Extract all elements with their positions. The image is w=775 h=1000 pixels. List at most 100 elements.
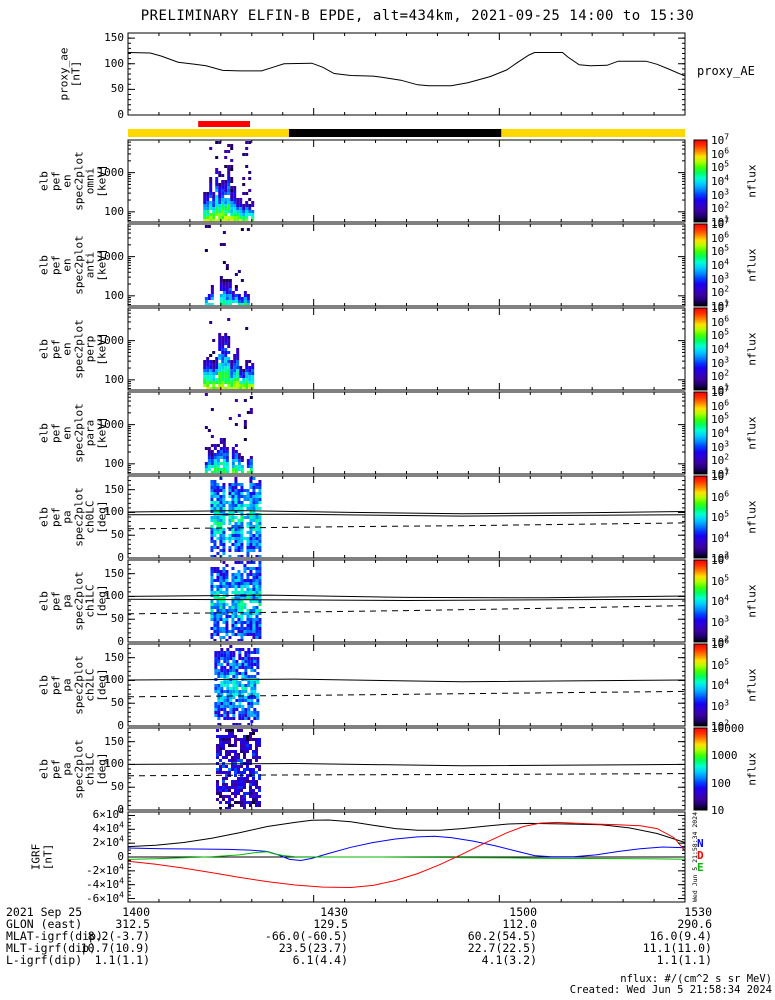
panel-ylabel-en_omni: spec2plot <box>72 151 85 211</box>
spectrogram-pa_ch2 <box>214 645 260 725</box>
colorbar-title-en_para: nflux <box>745 416 759 450</box>
created-timestamp: Created: Wed Jun 5 21:58:34 2024 <box>569 984 772 996</box>
panel-ylabel-pa_ch2: spec2plot <box>72 655 85 715</box>
y-tick-label: 0 <box>117 719 124 732</box>
panel-ylabel-en_omni: elb <box>37 171 51 191</box>
y-tick-label: 6×104 <box>92 806 124 822</box>
panel-ylabel-pa_ch2: elb <box>37 675 51 695</box>
plot-title: PRELIMINARY ELFIN-B EPDE, alt=434km, 202… <box>140 8 695 24</box>
colorbar-title-en_anti: nflux <box>745 248 759 282</box>
panel-ylabel-pa_ch1: pa <box>60 594 74 608</box>
y-tick-label: 1000 <box>97 333 125 347</box>
colorbar-tick-label: 102 <box>711 634 730 649</box>
colorbar-title-pa_ch3: nflux <box>745 752 759 786</box>
footer-value: 1.1(1.1) <box>656 953 712 967</box>
footer-value: 4.1(3.2) <box>481 953 537 967</box>
footer-value: 290.6 <box>677 917 712 931</box>
colorbar-tick-label: 10 <box>711 804 725 817</box>
y-tick-label: 150 <box>104 734 124 748</box>
colorbar-tick-label: 106 <box>711 636 730 651</box>
panel-ylabel-pa_ch1: [deg] <box>95 584 108 618</box>
y-tick-label: 100 <box>104 372 124 386</box>
losscone-line-pa_ch1-2 <box>127 605 686 615</box>
panel-ylabel-pa_ch3: pa <box>60 762 74 776</box>
y-tick-label: 150 <box>104 566 124 580</box>
y-tick-label: 4×104 <box>92 820 124 836</box>
colorbar-tick-label: 101 <box>711 382 730 397</box>
panel-ylabel-en_perp: [keV] <box>95 332 108 366</box>
panel-ylabel-en_omni: en <box>60 174 74 188</box>
panel-ylabel-en_para: pef <box>49 423 62 443</box>
y-tick-label: 100 <box>104 673 124 687</box>
y-tick-label: 100 <box>104 757 124 771</box>
colorbar-tick-label: 106 <box>711 552 730 567</box>
footer-value: 22.7(22.5) <box>467 941 537 955</box>
footer-value: 10.7(10.9) <box>80 941 150 955</box>
footer-row-label: 2021 Sep 25 <box>6 905 83 919</box>
y-tick-label: 1000 <box>97 165 125 179</box>
colorbar-tick-label: 106 <box>711 398 730 413</box>
panel-ylabel-en_anti: spec2plot <box>72 235 85 295</box>
panel-ylabel-pa_ch2: ch2LC <box>83 668 97 702</box>
colorbar-tick-label: 107 <box>711 468 730 483</box>
panel-border-proxy_ae <box>127 32 686 116</box>
panel-ylabel-en_omni: [keV] <box>95 164 108 198</box>
colorbar-tick-label: 105 <box>711 243 730 259</box>
footer-value: 8.2(-3.7) <box>87 929 150 943</box>
footer-value: 1430 <box>320 905 348 919</box>
colorbar-tick-label: 104 <box>711 425 730 440</box>
losscone-line-pa_ch2-1 <box>127 690 686 698</box>
colorbar-tick-label: 105 <box>711 411 730 427</box>
panel-ylabel-pa_ch2: [deg] <box>95 668 108 702</box>
series-N <box>127 835 686 862</box>
colorbar-tick-label: 105 <box>711 572 730 588</box>
panel-ylabel-en_perp: pef <box>49 339 62 359</box>
colorbar-tick-label: 101 <box>711 214 730 229</box>
footer-value: 129.5 <box>313 917 348 931</box>
colorbar-tick-label: 101 <box>711 298 730 313</box>
right-label-proxy_ae: proxy_AE <box>697 64 755 78</box>
y-tick-label: 150 <box>104 31 124 45</box>
y-tick-label: -6×104 <box>86 889 124 905</box>
colorbar-tick-label: 107 <box>711 300 730 315</box>
panel-ylabel-pa_ch3: [deg] <box>95 752 108 786</box>
y-tick-label: 0 <box>117 551 124 564</box>
panel-ylabel-igrf: [nT] <box>41 843 54 871</box>
panel-ylabel-pa_ch3: spec2plot <box>72 739 85 799</box>
footer-row-label: MLT-igrf(dip) <box>6 941 97 955</box>
epoch-bar-red <box>198 121 250 127</box>
y-tick-label: 50 <box>110 780 124 794</box>
losscone-line-pa_ch3-0 <box>127 762 686 767</box>
panel-ylabel-pa_ch2: pa <box>60 678 74 692</box>
series-D <box>127 821 686 889</box>
spectrogram-en_para <box>204 393 253 473</box>
panel-ylabel-en_para: para <box>83 419 97 447</box>
panel-ylabel-en_anti: elb <box>37 255 51 275</box>
colorbar-title-pa_ch0: nflux <box>745 500 759 534</box>
footer-value: 60.2(54.5) <box>467 929 537 943</box>
colorbar-tick-label: 103 <box>711 355 730 370</box>
losscone-line-pa_ch0-1 <box>127 513 686 517</box>
colorbar-tick-label: 105 <box>711 656 730 672</box>
y-tick-label: 100 <box>104 56 124 70</box>
igrf-legend-D: D <box>697 849 704 862</box>
y-tick-label: 0 <box>117 635 124 648</box>
footer-value: 11.1(11.0) <box>642 941 712 955</box>
colorbar-tick-label: 100 <box>711 776 731 790</box>
panel-ylabel-pa_ch3: elb <box>37 759 51 779</box>
y-tick-label: 2×104 <box>92 834 124 850</box>
y-tick-label: 0 <box>117 803 124 816</box>
colorbar-tick-label: 103 <box>711 613 730 629</box>
y-tick-label: 0 <box>117 108 124 121</box>
colorbar-tick-label: 103 <box>711 439 730 454</box>
colorbar-tick-label: 105 <box>711 327 730 343</box>
footer-value: -66.0(-60.5) <box>264 929 348 943</box>
panel-border-pa_ch3 <box>127 727 686 811</box>
panel-ylabel-pa_ch1: ch1LC <box>83 584 97 618</box>
panel-ylabel-pa_ch2: pef <box>49 675 62 695</box>
panel-ylabel-en_para: [keV] <box>95 416 108 450</box>
spectrogram-en_omni <box>203 141 255 221</box>
footer-row-label: MLAT-igrf(dip) <box>6 929 103 943</box>
panel-ylabel-proxy_ae: proxy_ae <box>57 47 71 101</box>
